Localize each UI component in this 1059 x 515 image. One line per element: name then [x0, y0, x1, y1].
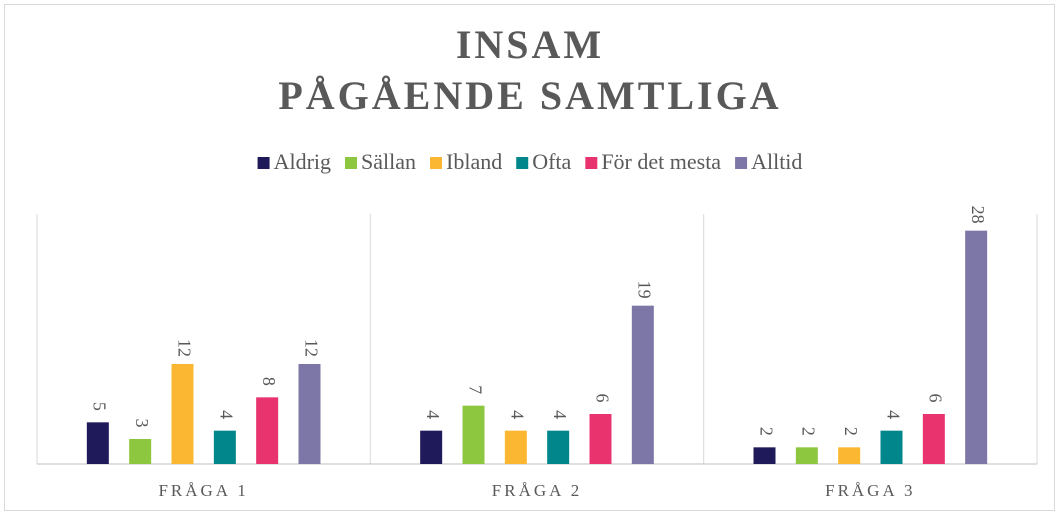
x-tick-label: FRÅGA 1 [158, 481, 248, 500]
legend-swatch [257, 157, 270, 169]
data-label: 5 [90, 402, 110, 411]
data-label: 6 [926, 394, 946, 403]
x-tick-label: FRÅGA 3 [825, 481, 915, 500]
bar [171, 364, 194, 464]
data-label: 7 [465, 385, 485, 394]
legend-label: Ibland [446, 149, 502, 174]
data-label: 4 [883, 410, 903, 419]
data-label: 8 [259, 377, 279, 386]
bar [213, 430, 236, 464]
legend-label: För det mesta [601, 149, 721, 174]
chart-title: PÅGÅENDE SAMTLIGA [278, 73, 781, 118]
data-label: 12 [174, 339, 194, 357]
legend-swatch [430, 157, 443, 169]
data-label: 4 [550, 410, 570, 419]
bar [838, 447, 861, 464]
data-label: 3 [132, 419, 152, 428]
legend-label: Aldrig [274, 149, 331, 174]
legend-label: Sällan [361, 149, 416, 174]
bar [298, 364, 321, 464]
bar [880, 430, 903, 464]
bar [462, 405, 485, 464]
bar [965, 230, 988, 464]
legend-swatch [735, 157, 748, 169]
legend-label: Ofta [532, 149, 571, 174]
legend-swatch [516, 157, 529, 169]
bar [256, 397, 279, 464]
bar [86, 422, 109, 464]
bar [547, 430, 570, 464]
data-label: 4 [508, 410, 528, 419]
data-label: 28 [968, 206, 988, 224]
bar [753, 447, 776, 464]
bar [504, 430, 527, 464]
x-tick-label: FRÅGA 2 [492, 481, 582, 500]
legend-swatch [585, 157, 598, 169]
legend-label: Alltid [751, 149, 802, 174]
data-label: 19 [635, 281, 655, 299]
chart-title: INSAM [456, 22, 604, 67]
bar [922, 414, 945, 464]
data-label: 12 [301, 339, 321, 357]
bar [589, 414, 612, 464]
bar [420, 430, 443, 464]
legend-swatch [345, 157, 358, 169]
data-label: 4 [217, 410, 237, 419]
data-label: 4 [423, 410, 443, 419]
data-label: 2 [841, 427, 861, 436]
data-label: 2 [756, 427, 776, 436]
bar [795, 447, 818, 464]
data-label: 6 [592, 394, 612, 403]
data-label: 2 [799, 427, 819, 436]
bar [631, 305, 654, 464]
bar [129, 439, 152, 464]
